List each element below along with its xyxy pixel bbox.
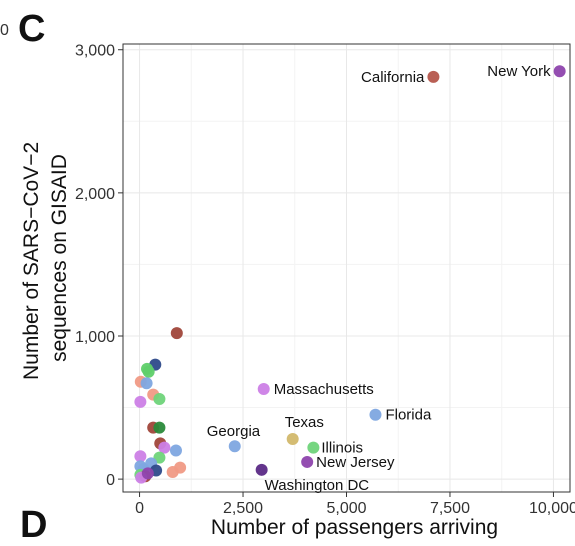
point-label: California <box>361 69 425 86</box>
point-label: New York <box>487 63 551 80</box>
panel-label-d: D <box>20 504 48 546</box>
data-point <box>166 465 179 478</box>
y-axis-title-line-1: Number of SARS−CoV−2 <box>20 142 43 380</box>
data-point <box>158 441 171 454</box>
x-tick-label: 10,000 <box>529 500 575 517</box>
point-california <box>427 70 440 83</box>
point-georgia <box>228 440 241 453</box>
point-label: Georgia <box>207 423 261 440</box>
data-point <box>170 327 183 340</box>
y-axis-title-line-2: sequences on GISAID <box>48 154 71 362</box>
point-massachusetts <box>257 382 270 395</box>
point-label: Texas <box>285 414 324 431</box>
point-washington-dc <box>255 463 268 476</box>
point-label: Washington DC <box>265 477 370 494</box>
x-tick-label: 2,500 <box>223 500 263 517</box>
point-labels-layer: New York California Massachusetts Florida Te… <box>207 63 551 494</box>
y-tick-label: 2,000 <box>75 186 115 203</box>
point-new-york <box>553 65 566 78</box>
x-axis-title: Number of passengers arriving <box>211 516 498 539</box>
y-tick-label: 1,000 <box>75 329 115 346</box>
x-tick-label: 7,500 <box>430 500 470 517</box>
data-point <box>134 450 147 463</box>
point-label: New Jersey <box>316 454 395 471</box>
y-tick-label: 0 <box>106 472 115 489</box>
point-illinois <box>307 441 320 454</box>
point-label: Illinois <box>321 440 363 457</box>
y-axis-title: Number of SARS−CoV−2 sequences on GISAID <box>20 136 71 380</box>
point-florida <box>369 408 382 421</box>
panel-label-c: C <box>18 8 46 50</box>
point-new-jersey <box>301 455 314 468</box>
clipped-tick-label: 0 <box>0 22 9 39</box>
data-point <box>140 377 153 390</box>
x-tick-label: 5,000 <box>326 500 366 517</box>
points-layer <box>134 65 566 484</box>
y-tick-label: 3,000 <box>75 43 115 60</box>
data-point <box>141 467 154 480</box>
axis-layer: 0 2,500 5,000 7,500 10,000 0 1,000 2,000 3,000 <box>75 43 575 517</box>
data-point <box>153 392 166 405</box>
grid-layer <box>123 44 570 492</box>
point-label: Massachusetts <box>274 381 374 398</box>
data-point <box>142 365 155 378</box>
data-point <box>134 395 147 408</box>
point-label: Florida <box>385 407 432 424</box>
point-texas <box>286 433 299 446</box>
plot-border <box>122 43 571 493</box>
x-tick-label: 0 <box>135 500 144 517</box>
data-point <box>169 444 182 457</box>
data-point <box>153 421 166 434</box>
